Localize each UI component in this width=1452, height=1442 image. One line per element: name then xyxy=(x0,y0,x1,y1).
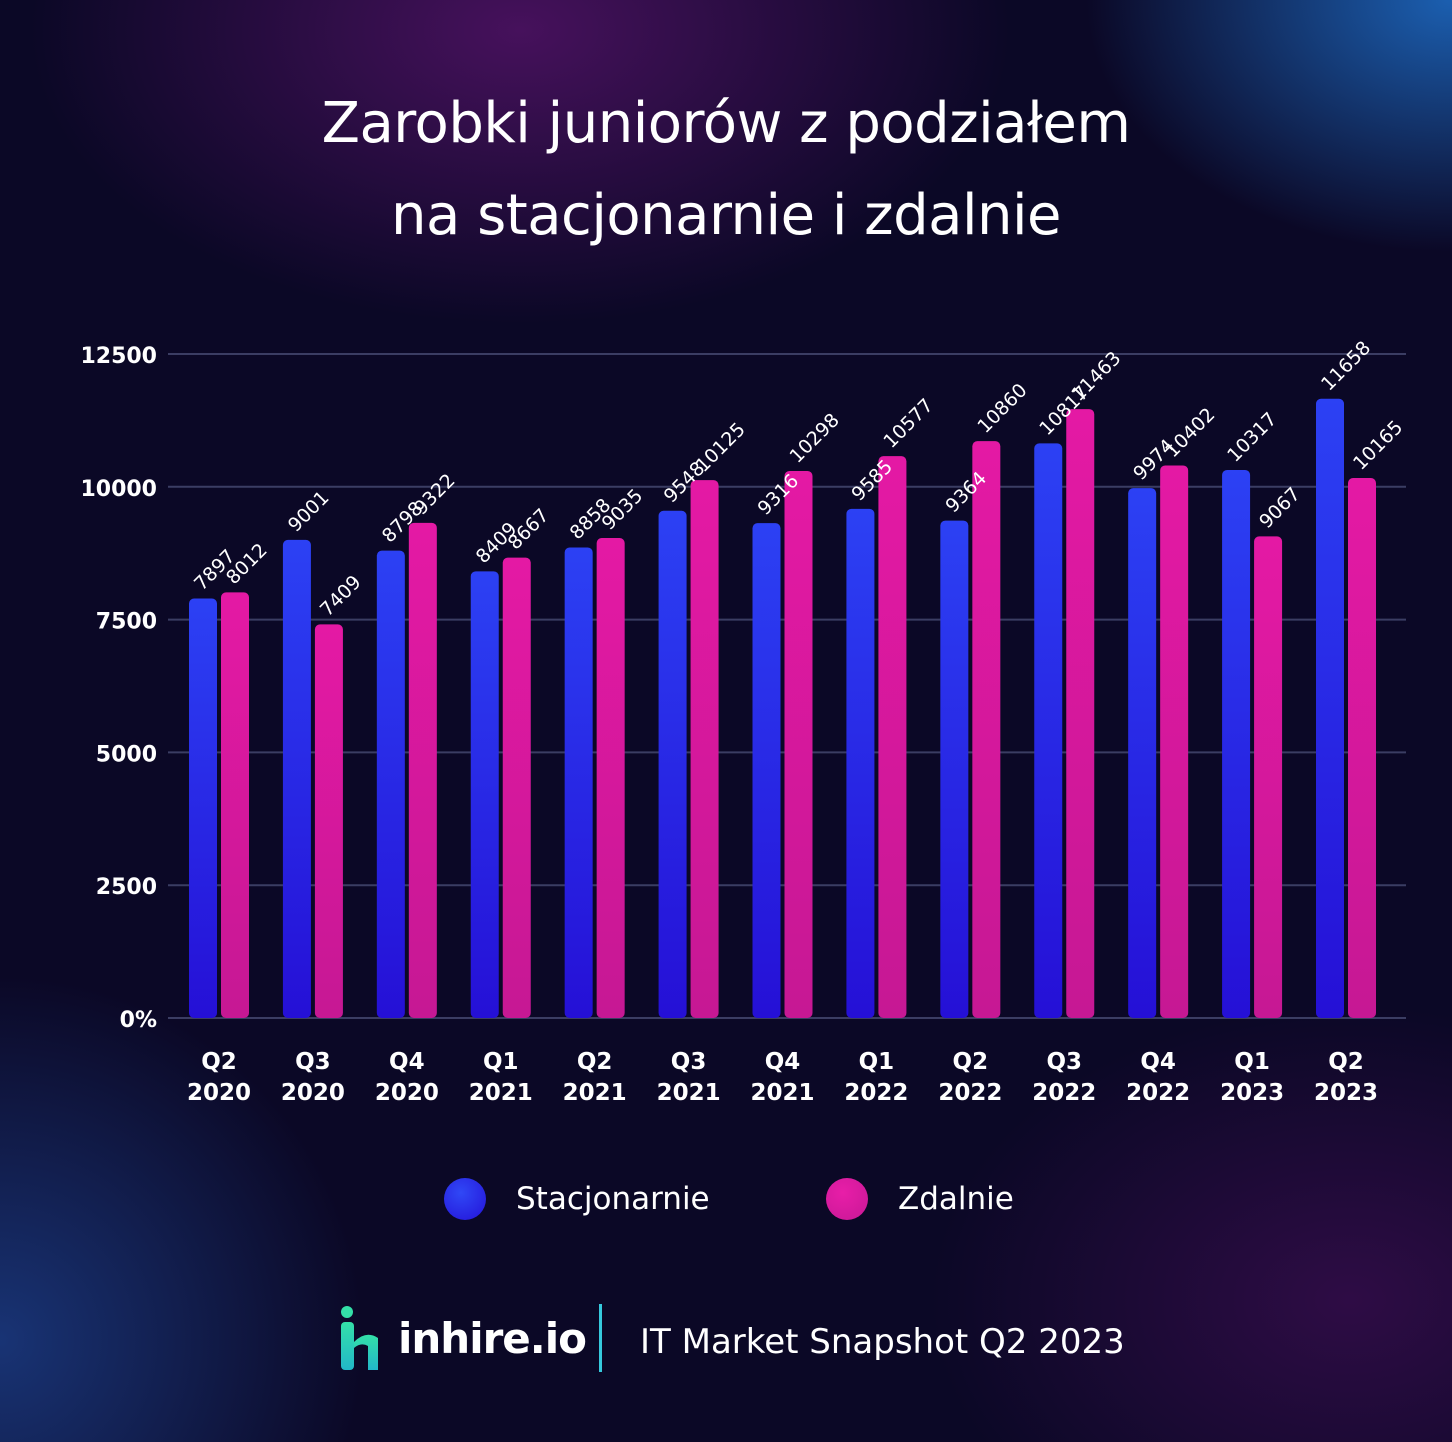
bar-stacjonarnie xyxy=(376,550,405,1018)
bar-zdalnie xyxy=(408,522,437,1018)
x-tick-label: 2021 xyxy=(750,1080,814,1106)
bar-zdalnie xyxy=(784,470,813,1019)
x-tick-label: Q4 xyxy=(389,1049,425,1075)
x-tick-label: Q3 xyxy=(295,1049,331,1075)
title-line-2: na stacjonarnie i zdalnie xyxy=(391,183,1062,248)
x-tick-label: Q4 xyxy=(1140,1049,1176,1075)
x-tick-label: Q2 xyxy=(953,1049,989,1075)
x-tick-label: Q3 xyxy=(671,1049,707,1075)
x-tick-label: 2022 xyxy=(1126,1080,1190,1106)
x-tick-label: 2020 xyxy=(375,1080,439,1106)
data-label-zdalnie: 10165 xyxy=(1349,416,1407,474)
legend-swatch-stacjonarnie xyxy=(444,1178,486,1220)
bar-stacjonarnie xyxy=(1316,398,1344,1018)
data-label-zdalnie: 10860 xyxy=(973,379,1031,437)
footer-caption: IT Market Snapshot Q2 2023 xyxy=(640,1322,1125,1362)
legend-label-zdalnie: Zdalnie xyxy=(898,1181,1014,1217)
bar-stacjonarnie xyxy=(752,523,781,1018)
data-label-stacjonarnie: 11658 xyxy=(1317,337,1375,395)
data-label-stacjonarnie: 10317 xyxy=(1223,408,1281,466)
data-label-zdalnie: 10298 xyxy=(785,409,843,467)
legend-swatch-zdalnie xyxy=(826,1178,868,1220)
x-tick-label: Q4 xyxy=(765,1049,801,1075)
bar-stacjonarnie xyxy=(282,539,311,1018)
title-line-1: Zarobki juniorów z podziałem xyxy=(321,91,1131,156)
legend-item-zdalnie: Zdalnie xyxy=(826,1174,1014,1224)
bar-zdalnie xyxy=(1254,536,1283,1018)
bar-stacjonarnie xyxy=(658,510,687,1018)
x-tick-label: 2020 xyxy=(281,1080,345,1106)
bar-stacjonarnie xyxy=(1222,469,1251,1019)
bar-zdalnie xyxy=(596,538,625,1018)
bar-stacjonarnie xyxy=(564,547,593,1018)
data-label-zdalnie: 9067 xyxy=(1255,483,1305,533)
y-tick-label: 10000 xyxy=(80,477,157,502)
bar-stacjonarnie xyxy=(940,520,969,1018)
x-tick-label: Q2 xyxy=(201,1049,237,1075)
bar-stacjonarnie xyxy=(846,508,875,1018)
x-axis-ticks: Q2 2020 Q3 2020 Q4 2020 Q1 2021 Q2 2021 Q3 2021 Q4 20… xyxy=(187,1049,1378,1106)
bar-zdalnie xyxy=(690,480,719,1018)
y-axis-ticks: 0% 2500 5000 7500 10000 12500 xyxy=(80,344,157,1033)
x-tick-label: 2022 xyxy=(844,1080,908,1106)
bar-zdalnie xyxy=(1160,465,1189,1018)
x-tick-label: 2023 xyxy=(1314,1080,1378,1106)
inhire-logo-icon xyxy=(341,1306,378,1370)
bar-zdalnie xyxy=(878,456,907,1018)
bar-stacjonarnie xyxy=(189,598,217,1018)
data-label-zdalnie: 10402 xyxy=(1161,404,1219,462)
bar-stacjonarnie xyxy=(1034,443,1063,1018)
x-tick-label: 2020 xyxy=(187,1080,251,1106)
x-tick-label: Q2 xyxy=(577,1049,613,1075)
x-tick-label: Q3 xyxy=(1046,1049,1082,1075)
data-label-zdalnie: 10577 xyxy=(879,394,937,452)
bar-zdalnie xyxy=(314,624,343,1018)
legend: Stacjonarnie Zdalnie xyxy=(0,1174,1452,1224)
bar-zdalnie xyxy=(1348,478,1376,1019)
x-tick-label: 2022 xyxy=(1032,1080,1096,1106)
x-tick-label: 2023 xyxy=(1220,1080,1284,1106)
legend-item-stacjonarnie: Stacjonarnie xyxy=(444,1174,710,1224)
footer: inhire.io IT Market Snapshot Q2 2023 xyxy=(0,1300,1452,1380)
legend-label-stacjonarnie: Stacjonarnie xyxy=(516,1181,710,1217)
bar-zdalnie xyxy=(1066,409,1095,1018)
data-label-zdalnie: 11463 xyxy=(1067,347,1125,405)
y-tick-label: 2500 xyxy=(96,875,157,900)
x-tick-label: 2021 xyxy=(657,1080,721,1106)
y-tick-label: 7500 xyxy=(96,610,157,635)
x-tick-label: Q2 xyxy=(1328,1049,1364,1075)
x-tick-label: 2022 xyxy=(938,1080,1002,1106)
bar-zdalnie xyxy=(221,592,249,1018)
bars xyxy=(189,398,1376,1019)
data-label-zdalnie: 10125 xyxy=(692,418,750,476)
y-tick-label: 5000 xyxy=(96,742,157,767)
data-label-zdalnie: 7409 xyxy=(316,571,366,621)
y-tick-label: 12500 xyxy=(80,344,157,369)
data-label-zdalnie: 9322 xyxy=(410,470,460,520)
x-tick-label: Q1 xyxy=(859,1049,895,1075)
inhire-logo-text: inhire.io xyxy=(398,1314,587,1363)
bar-zdalnie xyxy=(972,441,1001,1018)
y-tick-label: 0% xyxy=(120,1008,157,1033)
x-tick-label: 2021 xyxy=(563,1080,627,1106)
bar-stacjonarnie xyxy=(470,571,499,1018)
x-tick-label: 2021 xyxy=(469,1080,533,1106)
bar-stacjonarnie xyxy=(1128,488,1157,1018)
chart-title: Zarobki juniorów z podziałem na stacjona… xyxy=(0,78,1452,262)
x-tick-label: Q1 xyxy=(483,1049,519,1075)
footer-divider xyxy=(599,1304,602,1372)
x-tick-label: Q1 xyxy=(1234,1049,1270,1075)
data-label-stacjonarnie: 9001 xyxy=(284,487,334,537)
bar-zdalnie xyxy=(502,557,531,1018)
